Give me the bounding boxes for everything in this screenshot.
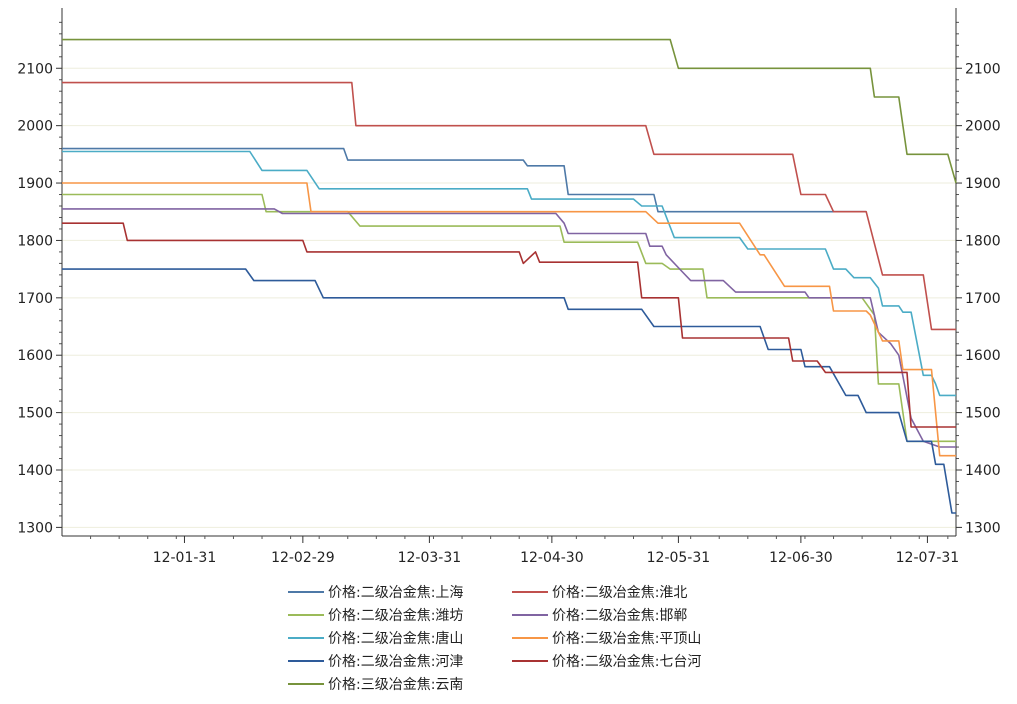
x-tick-label: 12-01-31 [153, 550, 217, 566]
legend-label: 价格:二级冶金焦:唐山 [328, 630, 463, 647]
series-line-2 [62, 193, 956, 443]
x-tick-label: 12-05-31 [647, 550, 711, 566]
y-tick-label-right: 1300 [965, 520, 1001, 536]
series-line-8 [62, 38, 957, 184]
series-line-3 [62, 208, 956, 448]
y-tick-label-left: 1600 [17, 348, 53, 364]
legend-label: 价格:二级冶金焦:淮北 [552, 585, 687, 601]
y-tick-label-right: 1800 [965, 233, 1001, 249]
y-tick-label-right: 1600 [965, 348, 1001, 364]
y-tick-label-right: 1500 [965, 406, 1001, 422]
y-tick-label-left: 1400 [17, 463, 53, 479]
legend-label: 价格:二级冶金焦:上海 [328, 585, 463, 601]
y-tick-label-right: 2100 [965, 61, 1001, 77]
series-line-5 [62, 182, 956, 457]
y-tick-label-left: 1900 [17, 176, 53, 192]
series-group [62, 38, 957, 514]
axes: 1300 1300 1400 1400 1500 1500 1600 1600 1700 1700… [17, 8, 1001, 566]
legend-label: 价格:二级冶金焦:七台河 [552, 654, 701, 670]
series-line-4 [62, 150, 956, 397]
x-tick-label: 12-02-29 [271, 550, 335, 566]
x-tick-label: 12-04-30 [520, 550, 584, 566]
legend-label: 价格:二级冶金焦:平顶山 [552, 631, 701, 647]
y-tick-label-left: 2000 [17, 119, 53, 135]
series-line-7 [62, 222, 956, 428]
x-tick-label: 12-03-31 [398, 550, 462, 566]
y-tick-label-right: 1900 [965, 176, 1001, 192]
legend-label: 价格:二级冶金焦:潍坊 [328, 608, 463, 624]
y-tick-label-right: 1400 [965, 463, 1001, 479]
x-tick-label: 12-07-31 [896, 550, 960, 566]
legend-label: 价格:二级冶金焦:河津 [328, 654, 463, 670]
legend-label: 价格:二级冶金焦:邯郸 [552, 608, 687, 624]
legend-label: 价格:三级冶金焦:云南 [328, 677, 463, 693]
y-tick-label-left: 2100 [17, 61, 53, 77]
series-line-0 [62, 147, 867, 213]
series-line-6 [62, 268, 956, 514]
series-line-1 [62, 81, 956, 331]
x-tick-label: 12-06-30 [769, 550, 833, 566]
y-tick-label-right: 2000 [965, 119, 1001, 135]
y-tick-label-right: 1700 [965, 291, 1001, 307]
y-tick-label-left: 1700 [17, 291, 53, 307]
y-tick-label-left: 1300 [17, 520, 53, 536]
y-tick-label-left: 1500 [17, 406, 53, 422]
y-tick-label-left: 1800 [17, 233, 53, 249]
